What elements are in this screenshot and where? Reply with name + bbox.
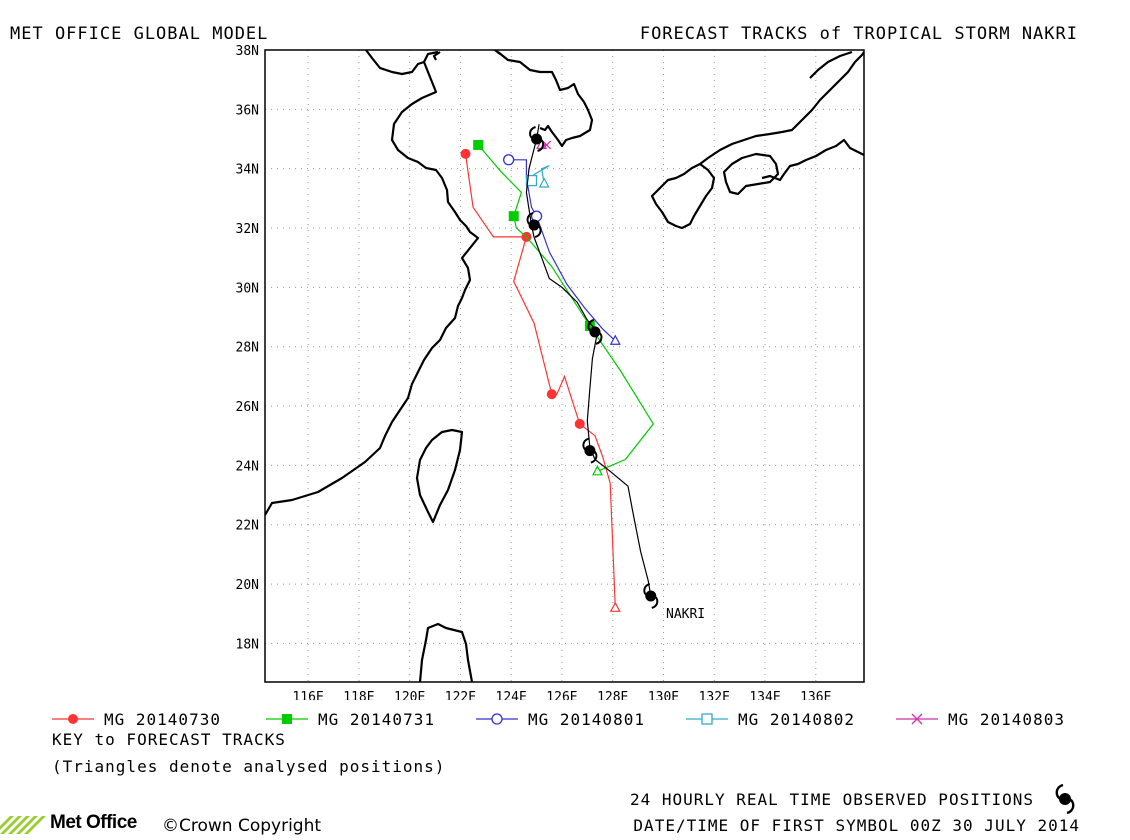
storm-symbol-core [645,590,657,602]
storm-symbol-core [528,219,540,231]
track-marker-open-circle [503,154,515,166]
track-line [477,144,655,472]
coastline-shikoku [722,152,780,196]
storm-symbol [526,212,542,239]
coastline-kyushu [650,162,716,230]
storm-symbol [587,318,603,345]
track-mg-20140731 [473,139,655,476]
track-marker-circle [460,148,471,159]
storm-symbol-core [584,445,596,457]
analysed-position-triangle [591,465,603,476]
met-office-logo-icon [0,816,46,834]
key-note: (Triangles denote analysed positions) [52,757,446,776]
coastline-honshu-north [809,50,853,79]
y-tick-label: 26N [236,400,259,415]
plot-frame [264,49,865,683]
axis-labels: 116E 118E 120E 122E 124E 126E 128E 130E 132E 134E… [236,44,832,700]
storm-symbol [643,582,659,609]
first-symbol-datetime: DATE/TIME OF FIRST SYMBOL 00Z 30 JULY 20… [633,816,1080,835]
y-tick-label: 38N [236,44,259,59]
x-tick-label: 134E [749,690,780,700]
x-tick-label: 120E [394,690,425,700]
legend-item-20140802: MG 20140802 [684,708,855,730]
y-tick-label: 24N [236,459,259,474]
x-tick-label: 128E [597,690,628,700]
coastlines [265,50,864,682]
x-tick-label: 130E [648,690,679,700]
coastline-luzon [418,622,474,682]
legend-label: MG 20140801 [528,709,645,729]
x-tick-label: 122E [445,690,476,700]
y-tick-label: 32N [236,222,259,237]
met-office-logo: Met Office [0,810,137,836]
analysed-position-triangle [609,601,621,612]
storm-symbol-core [531,133,543,145]
storm-symbol [529,126,545,152]
observed-track-line [525,124,652,597]
tropical-storm-icon [1055,783,1075,815]
legend-swatch-blue [476,713,518,725]
y-tick-label: 20N [236,578,259,593]
y-tick-label: 18N [236,637,259,652]
y-tick-label: 30N [236,281,259,296]
coastline-bay [365,50,425,76]
storm-symbol [582,437,598,464]
legend-label: MG 20140731 [318,709,435,729]
x-tick-label: 136E [800,690,831,700]
legend-item-20140801: MG 20140801 [474,708,645,730]
track-marker-square [508,211,519,222]
met-office-logo-text: Met Office [50,812,137,833]
analysed-position-triangle [609,334,621,345]
x-tick-label: 118E [343,690,374,700]
legend-swatch-magenta [896,713,938,725]
copyright: ©Crown Copyright [162,816,322,836]
legend-swatch-red [52,714,94,724]
forecast-tracks [460,138,655,612]
legend-item-20140731: MG 20140731 [264,708,435,730]
y-tick-label: 36N [236,103,259,118]
track-marker-square [473,139,484,150]
track-mg-20140802 [525,165,550,188]
track-marker-circle [574,418,585,429]
track-marker-square [584,320,595,331]
observed-positions-label: 24 HOURLY REAL TIME OBSERVED POSITIONS [629,790,1034,809]
map-chart: 116E 118E 120E 122E 124E 126E 128E 130E 132E 134E… [236,44,865,700]
x-tick-label: 124E [496,690,527,700]
track-line [464,153,616,608]
track-mg-20140801 [503,154,621,345]
legend-swatch-cyan [686,713,728,725]
key-title: KEY to FORECAST TRACKS [52,730,286,749]
x-tick-label: 116E [292,690,323,700]
legend-label: MG 20140730 [104,709,221,729]
coastline-mainland [265,50,594,516]
x-tick-label: 132E [699,690,730,700]
header-right-title: FORECAST TRACKS of TROPICAL STORM NAKRI [639,24,1078,44]
track-marker-open-square [525,174,538,187]
observed-track [525,124,659,609]
storm-label: NAKRI [666,607,705,622]
coastline-korea-west [432,50,501,61]
gridlines [265,49,864,682]
coastline-honshu [699,51,864,182]
legend: MG 20140730 MG 20140731 MG 20140801 MG 2… [50,708,1110,732]
header-left-title: MET OFFICE GLOBAL MODEL [10,24,269,44]
y-tick-label: 34N [236,163,259,178]
legend-label: MG 20140802 [738,709,855,729]
legend-item-20140730: MG 20140730 [50,708,221,730]
legend-item-20140803: MG 20140803 [894,708,1065,730]
storm-symbol-core [589,326,601,338]
y-tick-label: 22N [236,519,259,534]
legend-swatch-green [266,714,308,724]
x-tick-label: 126E [546,690,577,700]
track-line [508,159,616,342]
legend-label: MG 20140803 [948,709,1065,729]
track-marker-cross [542,140,552,150]
coastline-taiwan [415,428,464,524]
track-marker-circle [546,389,557,400]
analysed-position-triangle [538,177,550,188]
y-tick-label: 28N [236,341,259,356]
